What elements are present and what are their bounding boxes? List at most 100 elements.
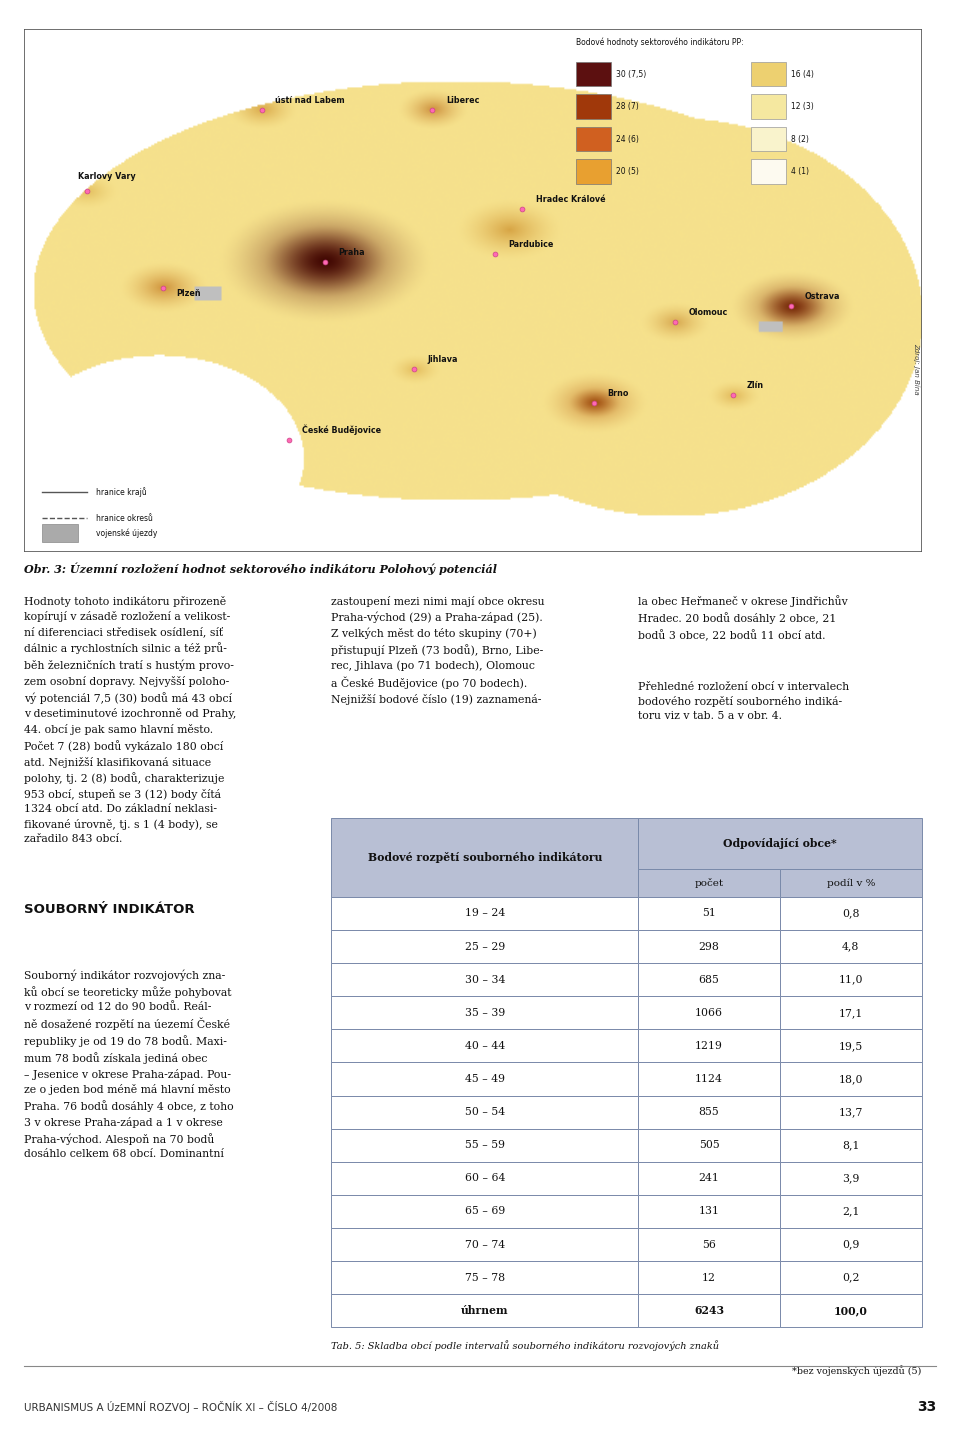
Bar [638, 963, 780, 996]
Text: 4,8: 4,8 [842, 941, 859, 951]
Text: Souborný indikátor rozvojových zna-
ků obcí se teoreticky může pohybovat
v rozme: Souborný indikátor rozvojových zna- ků o… [24, 970, 233, 1159]
Bar [751, 126, 785, 151]
Text: Hodnoty tohoto indikátoru přirozeně
kopírují v zásadě rozložení a velikost-
ní d: Hodnoty tohoto indikátoru přirozeně kopí… [24, 596, 236, 844]
Text: 50 – 54: 50 – 54 [465, 1108, 505, 1116]
Text: Jihlava: Jihlava [428, 354, 459, 364]
Text: 33: 33 [917, 1401, 936, 1415]
Text: 16 (4): 16 (4) [790, 70, 813, 79]
Bar [780, 1261, 922, 1294]
Bar [331, 963, 638, 996]
Text: zastoupení mezi nimi mají obce okresu
Praha-východ (29) a Praha-západ (25).
Z ve: zastoupení mezi nimi mají obce okresu Pr… [331, 596, 545, 705]
Bar [780, 1228, 922, 1261]
Text: 45 – 49: 45 – 49 [465, 1073, 505, 1083]
Bar [576, 159, 611, 184]
Text: 19 – 24: 19 – 24 [465, 908, 505, 918]
Bar [331, 1029, 638, 1062]
Text: podíl v %: podíl v % [827, 878, 875, 888]
Bar [638, 996, 780, 1029]
Text: počet: počet [694, 878, 724, 888]
Bar [331, 1228, 638, 1261]
Text: Zlín: Zlín [747, 382, 764, 390]
Text: 0,8: 0,8 [842, 908, 859, 918]
Text: 100,0: 100,0 [834, 1306, 868, 1316]
Text: 1219: 1219 [695, 1040, 723, 1050]
Bar [638, 930, 780, 963]
Bar [638, 818, 922, 870]
Text: vojenské újezdy: vojenské újezdy [96, 528, 157, 538]
Bar [751, 62, 785, 86]
Bar [780, 930, 922, 963]
Text: Bodové hodnoty sektorového indikátoru PP:: Bodové hodnoty sektorového indikátoru PP… [576, 37, 744, 47]
Bar [576, 126, 611, 151]
Bar [780, 1294, 922, 1327]
Bar [780, 897, 922, 930]
Text: Hradec Králové: Hradec Králové [536, 195, 605, 204]
Text: Zdroj: Jan Bína: Zdroj: Jan Bína [913, 343, 920, 395]
Bar [42, 524, 78, 542]
Bar [638, 1162, 780, 1195]
Text: Olomouc: Olomouc [688, 307, 728, 317]
Text: 20 (5): 20 (5) [615, 166, 638, 177]
Bar [331, 930, 638, 963]
Text: 40 – 44: 40 – 44 [465, 1040, 505, 1050]
Text: Odpovídající obce*: Odpovídající obce* [723, 838, 837, 850]
Bar [331, 1294, 638, 1327]
Text: 18,0: 18,0 [838, 1073, 863, 1083]
Text: 56: 56 [702, 1240, 716, 1250]
Text: 241: 241 [699, 1174, 719, 1184]
Text: Tab. 5: Skladba obcí podle intervalů souborného indikátoru rozvojových znaků: Tab. 5: Skladba obcí podle intervalů sou… [331, 1340, 719, 1350]
Text: 855: 855 [699, 1108, 719, 1116]
Bar [638, 1228, 780, 1261]
Text: 30 (7,5): 30 (7,5) [615, 70, 646, 79]
Text: 55 – 59: 55 – 59 [465, 1141, 505, 1151]
Text: URBANISMUS A ÚzEMNÍ ROZVOJ – ROČNÍK XI – ČÍSLO 4/2008: URBANISMUS A ÚzEMNÍ ROZVOJ – ROČNÍK XI –… [24, 1402, 337, 1413]
Text: 70 – 74: 70 – 74 [465, 1240, 505, 1250]
Text: 1124: 1124 [695, 1073, 723, 1083]
Bar [780, 963, 922, 996]
Text: 6243: 6243 [694, 1306, 724, 1316]
Bar [331, 1095, 638, 1129]
Text: Přehledné rozložení obcí v intervalech
bodového rozpětí souborného indiká-
toru : Přehledné rozložení obcí v intervalech b… [638, 682, 850, 722]
Bar [780, 1062, 922, 1095]
Bar [638, 870, 780, 897]
Text: 131: 131 [699, 1207, 720, 1217]
Text: 65 – 69: 65 – 69 [465, 1207, 505, 1217]
Text: Pardubice: Pardubice [509, 240, 554, 248]
Text: 2,1: 2,1 [842, 1207, 859, 1217]
Bar [576, 95, 611, 119]
Text: 17,1: 17,1 [839, 1007, 863, 1017]
Text: Brno: Brno [608, 389, 629, 397]
Text: Liberec: Liberec [445, 96, 479, 105]
Text: 0,2: 0,2 [842, 1273, 859, 1283]
Text: 12 (3): 12 (3) [790, 102, 813, 110]
Bar [638, 1195, 780, 1228]
Text: 298: 298 [699, 941, 719, 951]
Bar [331, 1129, 638, 1162]
Text: SOUBORNÝ INDIKÁTOR: SOUBORNÝ INDIKÁTOR [24, 903, 195, 916]
Text: 19,5: 19,5 [839, 1040, 863, 1050]
Text: 60 – 64: 60 – 64 [465, 1174, 505, 1184]
Text: 25 – 29: 25 – 29 [465, 941, 505, 951]
Bar [331, 818, 638, 897]
Bar [780, 1029, 922, 1062]
Text: hranice krajů: hranice krajů [96, 488, 147, 497]
Text: ústí nad Labem: ústí nad Labem [276, 96, 345, 105]
Bar [780, 1129, 922, 1162]
Text: 12: 12 [702, 1273, 716, 1283]
Bar [331, 1062, 638, 1095]
Text: Ostrava: Ostrava [804, 293, 840, 301]
Text: 30 – 34: 30 – 34 [465, 974, 505, 984]
Text: 8,1: 8,1 [842, 1141, 859, 1151]
Text: 1066: 1066 [695, 1007, 723, 1017]
Text: 75 – 78: 75 – 78 [465, 1273, 505, 1283]
Text: 13,7: 13,7 [839, 1108, 863, 1116]
Text: 11,0: 11,0 [838, 974, 863, 984]
Text: 505: 505 [699, 1141, 719, 1151]
Text: úhrnem: úhrnem [461, 1306, 509, 1316]
Bar [638, 1029, 780, 1062]
Text: Plzeň: Plzeň [177, 290, 202, 298]
Bar [576, 62, 611, 86]
Text: Praha: Praha [338, 248, 365, 257]
Bar [638, 1129, 780, 1162]
Text: České Budějovice: České Budějovice [302, 425, 381, 435]
